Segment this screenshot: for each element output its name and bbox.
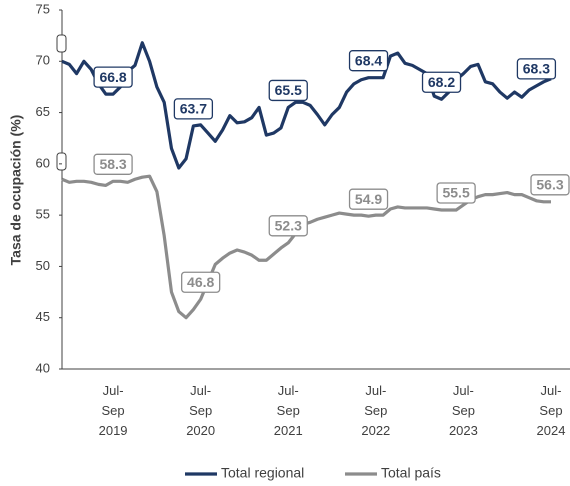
y-tick-label: 55: [36, 207, 50, 222]
y-axis-title: Tasa de ocupación (%): [8, 115, 24, 266]
series-line: [61, 41, 552, 170]
data-label-box: [173, 98, 214, 120]
data-label-box: [181, 271, 221, 293]
axis-break: [56, 34, 67, 53]
axis-break: [56, 152, 67, 171]
data-label-box: [93, 153, 133, 175]
x-tick-label: Jul- Sep 2022: [361, 383, 391, 438]
data-label: 68.3: [523, 61, 550, 77]
data-label: 55.5: [442, 185, 469, 201]
data-label: 68.2: [428, 74, 455, 90]
data-label: 52.3: [275, 218, 302, 234]
x-tick-label: Jul- Sep 2024: [536, 383, 566, 438]
series-line: [61, 174, 551, 320]
y-tick-label: 70: [36, 53, 50, 68]
y-tick-label: 75: [36, 1, 50, 16]
data-label: 54.9: [355, 191, 382, 207]
data-label-box: [348, 188, 389, 210]
data-label-box: [530, 174, 570, 196]
x-tick-label: Jul- Sep 2023: [448, 383, 478, 438]
data-label-box: [436, 182, 476, 204]
y-tick-label: 65: [36, 104, 50, 119]
data-label-box: [268, 215, 308, 237]
data-label-box: [421, 71, 462, 93]
data-label-box: [93, 66, 133, 88]
data-label: 68.4: [355, 52, 382, 68]
data-label-box: [268, 79, 308, 102]
y-tick-label: 60: [36, 155, 50, 170]
data-label: 58.3: [99, 156, 126, 172]
y-tick-label: 45: [36, 309, 50, 324]
y-tick-label: 50: [36, 258, 50, 273]
x-tick-label: Jul- Sep 2021: [273, 383, 303, 438]
y-tick-label: 40: [36, 360, 50, 375]
data-label: 65.5: [275, 82, 302, 98]
data-label: 46.8: [187, 274, 214, 290]
x-tick-label: Jul- Sep 2020: [186, 383, 216, 438]
data-label-box: [348, 50, 389, 72]
data-label: 56.3: [536, 177, 563, 193]
x-tick-label: Jul- Sep 2019: [98, 383, 128, 438]
data-label: 66.8: [99, 69, 126, 85]
legend-label: Total país: [381, 465, 441, 481]
data-label: 63.7: [180, 101, 207, 117]
legend-label: Total regional: [221, 465, 304, 481]
data-label-box: [516, 58, 557, 80]
